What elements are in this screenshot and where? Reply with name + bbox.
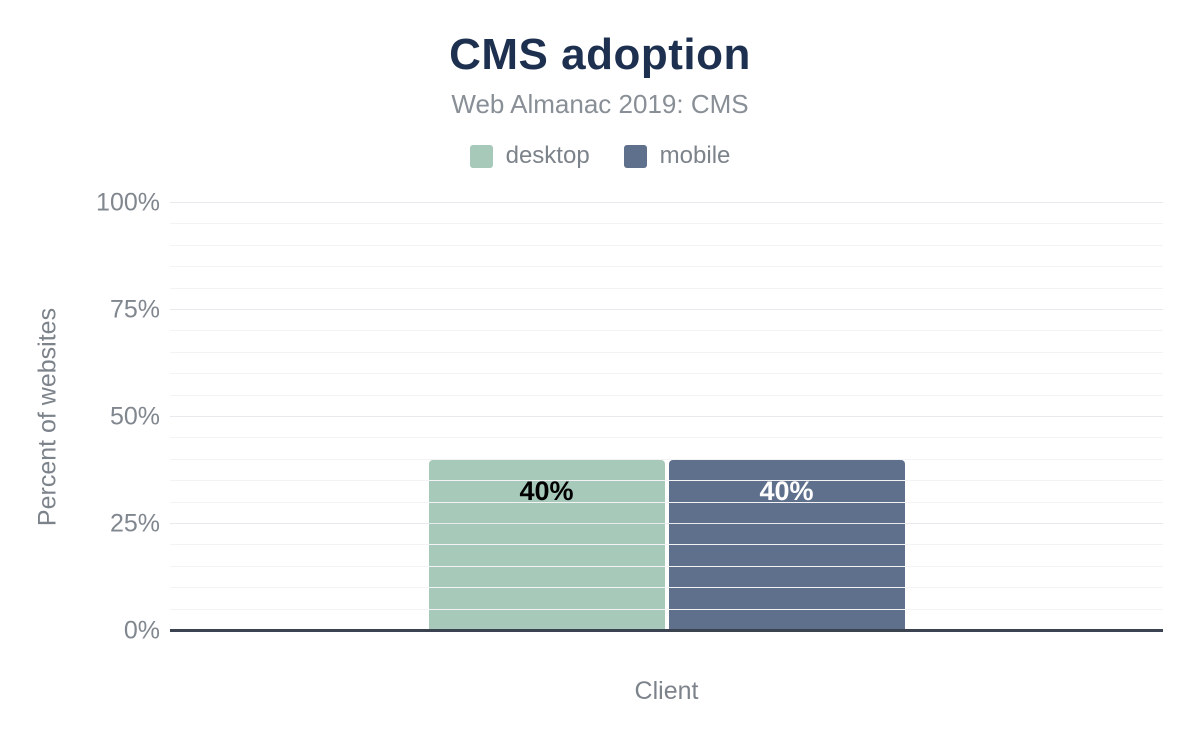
bar-value-label: 40% — [519, 475, 574, 506]
gridline-minor — [170, 501, 1163, 503]
gridline-minor — [170, 587, 1163, 589]
legend: desktop mobile — [0, 142, 1200, 170]
gridline-minor — [170, 330, 1163, 332]
legend-item-mobile[interactable]: mobile — [623, 142, 731, 170]
gridline-minor — [170, 544, 1163, 546]
gridline-minor — [170, 565, 1163, 567]
y-tick-label: 75% — [109, 295, 160, 324]
gridline-major — [170, 523, 1163, 524]
y-tick-label: 100% — [96, 188, 160, 217]
chart-title: CMS adoption — [449, 30, 751, 79]
gridline-minor — [170, 244, 1163, 246]
legend-label-desktop: desktop — [505, 142, 590, 169]
desktop-swatch-icon — [469, 144, 493, 168]
gridline-minor — [170, 223, 1163, 225]
y-tick-label: 25% — [109, 509, 160, 538]
x-axis-title: Client — [634, 677, 699, 705]
x-axis-line — [170, 629, 1163, 632]
gridline-minor — [170, 608, 1163, 610]
mobile-swatch-icon — [623, 144, 647, 168]
gridline-minor — [170, 287, 1163, 289]
gridline-minor — [170, 437, 1163, 439]
legend-item-desktop[interactable]: desktop — [469, 142, 590, 170]
legend-label-mobile: mobile — [659, 142, 731, 169]
bar-value-label: 40% — [759, 475, 814, 506]
gridline-major — [170, 309, 1163, 310]
bar-desktop[interactable]: 40% — [428, 459, 665, 631]
gridline-major — [170, 416, 1163, 417]
gridline-minor — [170, 266, 1163, 268]
y-tick-label: 50% — [109, 402, 160, 431]
gridline-minor — [170, 480, 1163, 482]
y-tick-label: 0% — [123, 616, 160, 645]
gridline-minor — [170, 351, 1163, 353]
gridline-minor — [170, 373, 1163, 375]
plot-area: 40% 40% 0% 25% 50% 75% 100% — [96, 189, 1163, 645]
y-axis-title: Percent of websites — [33, 307, 62, 527]
bar-mobile[interactable]: 40% — [668, 459, 905, 631]
chart-subtitle: Web Almanac 2019: CMS — [451, 89, 749, 119]
gridline-minor — [170, 394, 1163, 396]
gridline-major — [170, 202, 1163, 203]
gridline-minor — [170, 458, 1163, 460]
